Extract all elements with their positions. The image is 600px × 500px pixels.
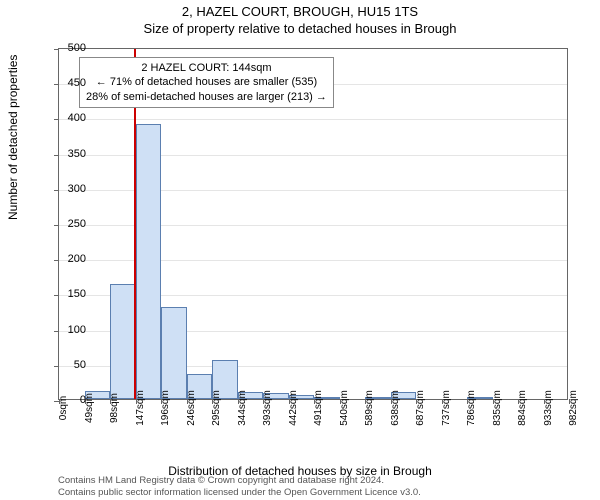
x-tick-label: 295sqm	[211, 390, 222, 426]
y-tick-label: 450	[46, 77, 86, 89]
x-tick-label: 196sqm	[160, 390, 171, 426]
y-tick-label: 250	[46, 218, 86, 230]
annotation-line3: 28% of semi-detached houses are larger (…	[86, 90, 327, 104]
chart-container: 2, HAZEL COURT, BROUGH, HU15 1TS Size of…	[0, 0, 600, 500]
x-tick-label: 393sqm	[262, 390, 273, 426]
x-tick-label: 638sqm	[390, 390, 401, 426]
title-main: 2, HAZEL COURT, BROUGH, HU15 1TS	[0, 0, 600, 19]
y-tick-label: 150	[46, 288, 86, 300]
histogram-bar	[110, 284, 136, 399]
y-axis-label: Number of detached properties	[6, 55, 20, 220]
y-tick-label: 50	[46, 359, 86, 371]
x-tick-label: 786sqm	[466, 390, 477, 426]
y-tick-label: 300	[46, 183, 86, 195]
x-tick-label: 589sqm	[364, 390, 375, 426]
plot-area: 2 HAZEL COURT: 144sqm← 71% of detached h…	[58, 48, 568, 400]
x-tick-label: 49sqm	[84, 393, 95, 423]
title-sub: Size of property relative to detached ho…	[0, 19, 600, 36]
x-tick-label: 737sqm	[441, 390, 452, 426]
footer-attribution: Contains HM Land Registry data © Crown c…	[58, 475, 421, 498]
x-tick-label: 491sqm	[313, 390, 324, 426]
x-tick-label: 884sqm	[517, 390, 528, 426]
histogram-bar	[136, 124, 162, 399]
x-tick-label: 982sqm	[568, 390, 579, 426]
y-tick-label: 100	[46, 324, 86, 336]
x-tick-label: 344sqm	[237, 390, 248, 426]
footer-line2: Contains public sector information licen…	[58, 487, 421, 498]
x-tick-label: 147sqm	[135, 390, 146, 426]
footer-line1: Contains HM Land Registry data © Crown c…	[58, 475, 421, 486]
x-tick-label: 0sqm	[58, 396, 69, 420]
y-tick-label: 400	[46, 112, 86, 124]
x-tick-label: 442sqm	[288, 390, 299, 426]
x-tick-label: 246sqm	[186, 390, 197, 426]
annotation-line1: 2 HAZEL COURT: 144sqm	[86, 61, 327, 75]
annotation-line2: ← 71% of detached houses are smaller (53…	[86, 75, 327, 89]
histogram-bar	[161, 307, 187, 399]
y-tick-label: 500	[46, 42, 86, 54]
y-tick-label: 350	[46, 148, 86, 160]
x-tick-label: 687sqm	[415, 390, 426, 426]
x-tick-label: 540sqm	[339, 390, 350, 426]
x-tick-label: 933sqm	[543, 390, 554, 426]
x-tick-label: 835sqm	[492, 390, 503, 426]
annotation-box: 2 HAZEL COURT: 144sqm← 71% of detached h…	[79, 57, 334, 108]
x-tick-label: 98sqm	[109, 393, 120, 423]
y-tick-label: 200	[46, 253, 86, 265]
